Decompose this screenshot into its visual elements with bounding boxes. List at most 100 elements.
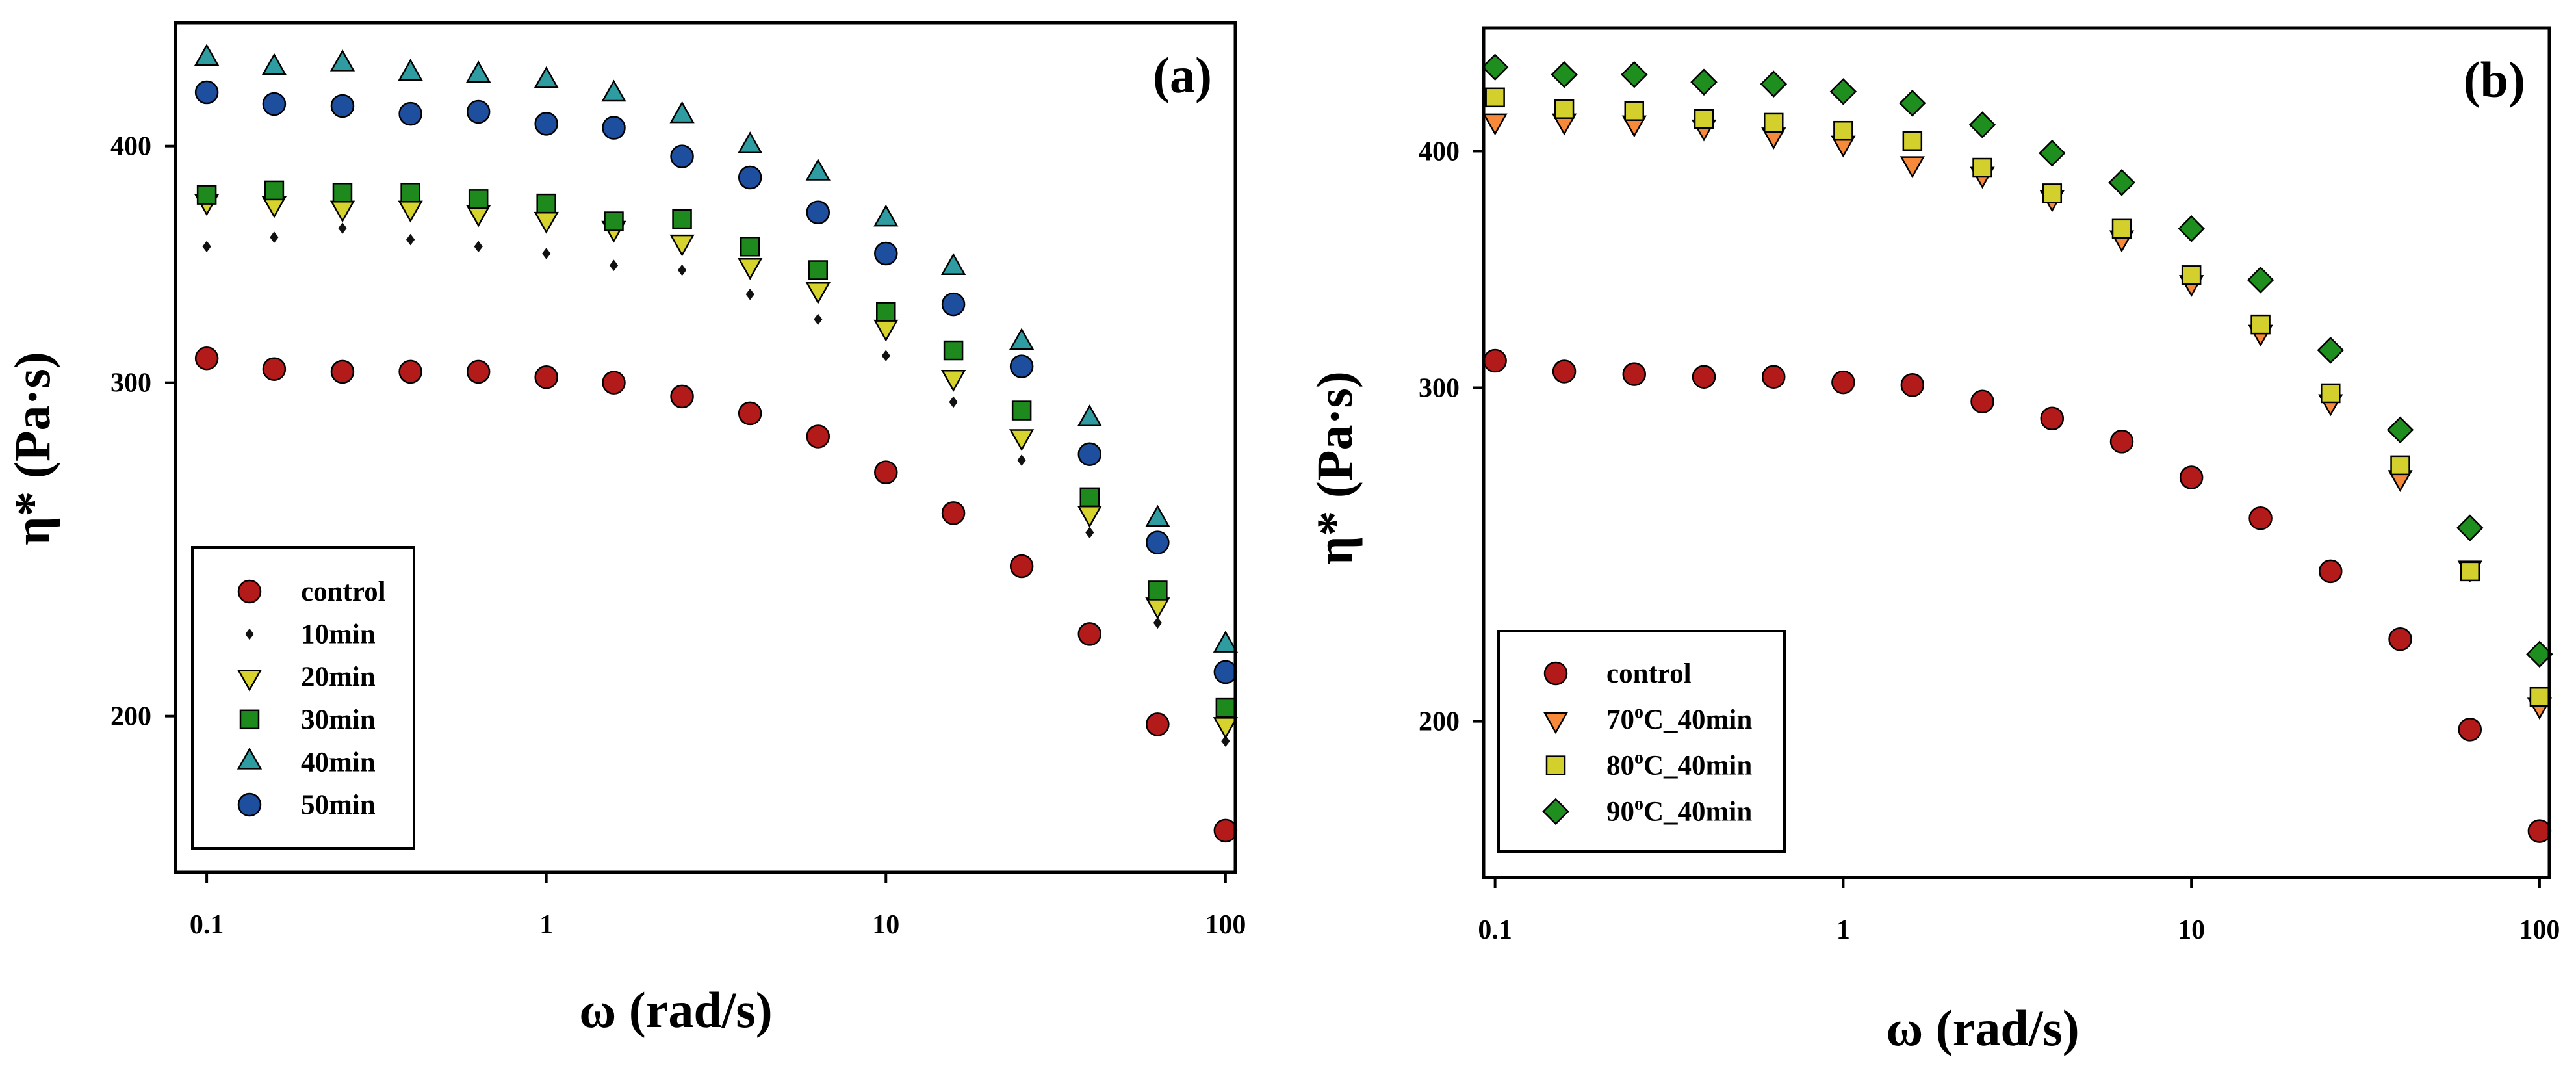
series-30min — [196, 180, 1236, 718]
legend-label-50min: 50min — [301, 790, 376, 820]
data-point-control-14 — [1077, 622, 1102, 646]
legend-label-part: control — [301, 577, 386, 607]
legend-label-part: o — [1634, 794, 1643, 814]
data-point-control-12 — [2248, 506, 2273, 530]
legend-marker-control — [237, 579, 262, 604]
data-point-40min-16 — [1213, 631, 1239, 653]
data-point-80oc-40min-3 — [1624, 101, 1645, 121]
data-point-control-7 — [602, 371, 626, 395]
data-point-90oc-40min-9 — [2039, 139, 2066, 167]
data-point-80oc-40min-5 — [1764, 112, 1784, 133]
data-point-10min-11 — [881, 350, 890, 362]
panel-label-a: (a) — [1153, 47, 1212, 103]
legend-label-part: 20min — [301, 662, 376, 692]
data-point-90oc-40min-15 — [2456, 514, 2484, 541]
data-point-control-2 — [262, 357, 287, 382]
data-point-50min-1 — [194, 80, 219, 105]
legend-box-a — [191, 546, 415, 850]
data-point-control-9 — [738, 401, 762, 426]
legend-entry-30min: 30min — [239, 705, 376, 735]
data-point-90oc-40min-7 — [1899, 89, 1926, 117]
data-point-80oc-40min-13 — [2321, 383, 2341, 404]
data-point-control-13 — [2319, 559, 2343, 584]
x-tick-label-b: 10 — [2178, 915, 2205, 945]
data-point-control-6 — [1831, 370, 1855, 395]
x-tick-label-a: 1 — [539, 910, 553, 940]
data-point-80oc-40min-10 — [2111, 218, 2132, 239]
series-control — [194, 346, 1238, 843]
data-point-90oc-40min-8 — [1968, 111, 1996, 138]
legend-marker-90oc-40min — [1542, 798, 1569, 826]
legend-label-part: 70 — [1606, 705, 1634, 735]
data-point-80oc-40min-15 — [2460, 561, 2480, 582]
data-point-40min-8 — [669, 101, 695, 124]
data-point-10min-7 — [609, 259, 619, 272]
data-point-40min-3 — [329, 49, 355, 72]
legend-label-part: 80 — [1606, 751, 1634, 781]
axes-b: 0.1 1 10 100 200 300 400 — [1419, 137, 2560, 945]
x-tick-label-b: 100 — [2519, 915, 2560, 945]
data-point-20min-8 — [669, 234, 695, 257]
legend-marker-10min — [245, 628, 254, 640]
data-point-control-3 — [330, 359, 355, 384]
legend-entry-20min: 20min — [237, 662, 376, 692]
y-tick-label-a: 400 — [110, 132, 151, 162]
legend-label-control: control — [301, 577, 386, 607]
data-point-30min-1 — [196, 185, 217, 205]
data-point-control-15 — [1146, 712, 1170, 736]
y-tick-label-a: 200 — [110, 702, 151, 732]
data-point-control-10 — [806, 424, 831, 449]
x-tick-label-a: 100 — [1205, 910, 1246, 940]
legend-label-control: control — [1606, 658, 1692, 689]
data-point-control-4 — [1692, 365, 1716, 389]
data-point-40min-14 — [1077, 404, 1102, 426]
y-tick-label-a: 300 — [110, 369, 151, 398]
data-point-control-10 — [2109, 430, 2134, 454]
data-point-control-12 — [941, 501, 966, 525]
data-point-70oc-40min-1 — [1482, 113, 1508, 136]
data-point-control-2 — [1552, 359, 1577, 384]
data-point-50min-6 — [534, 112, 558, 136]
data-point-30min-12 — [943, 340, 964, 361]
legend-a: control 10min 20min 30min 40min 50min — [191, 546, 415, 850]
data-point-10min-1 — [202, 241, 211, 253]
legend-label-30min: 30min — [301, 705, 376, 735]
data-point-10min-2 — [270, 231, 279, 243]
data-point-80oc-40min-7 — [1902, 131, 1923, 151]
data-point-40min-12 — [940, 253, 966, 276]
data-point-10min-14 — [1085, 527, 1094, 539]
data-point-80oc-40min-16 — [2529, 686, 2550, 707]
data-point-control-5 — [466, 359, 491, 384]
data-point-10min-15 — [1153, 617, 1163, 629]
data-point-50min-13 — [1009, 354, 1034, 378]
data-point-control-4 — [398, 359, 422, 384]
data-point-50min-2 — [262, 92, 287, 116]
legend-entry-10min: 10min — [245, 619, 376, 650]
data-point-40min-2 — [261, 53, 287, 75]
legend-entry-90oc-40min: 90oC_40min — [1542, 794, 1752, 827]
data-point-30min-6 — [536, 193, 556, 214]
x-tick-label-a: 0.1 — [190, 910, 224, 940]
data-point-10min-6 — [542, 248, 551, 259]
data-point-30min-9 — [740, 237, 760, 257]
data-point-50min-16 — [1213, 660, 1238, 684]
data-point-10min-9 — [745, 288, 754, 300]
axes-a: 0.1 1 10 100 200 300 400 — [110, 132, 1246, 940]
data-point-30min-16 — [1215, 697, 1236, 718]
data-point-control-7 — [1900, 373, 1925, 397]
data-point-20min-12 — [940, 370, 966, 392]
data-point-30min-15 — [1148, 580, 1168, 601]
data-point-50min-11 — [874, 241, 898, 266]
series-40min — [194, 44, 1239, 653]
data-point-90oc-40min-1 — [1481, 53, 1509, 81]
data-point-10min-13 — [1017, 454, 1026, 466]
data-point-40min-15 — [1145, 504, 1170, 527]
data-point-40min-13 — [1009, 328, 1035, 350]
legend-label-70oc-40min: 70oC_40min — [1606, 702, 1752, 735]
x-axis-title-a: ω (rad/s) — [579, 982, 773, 1038]
data-point-90oc-40min-5 — [1760, 70, 1788, 98]
data-point-control-8 — [670, 384, 694, 409]
legend-label-part: 40min — [301, 747, 376, 777]
data-point-control-5 — [1762, 365, 1786, 389]
legend-marker-80oc-40min — [1545, 755, 1566, 775]
